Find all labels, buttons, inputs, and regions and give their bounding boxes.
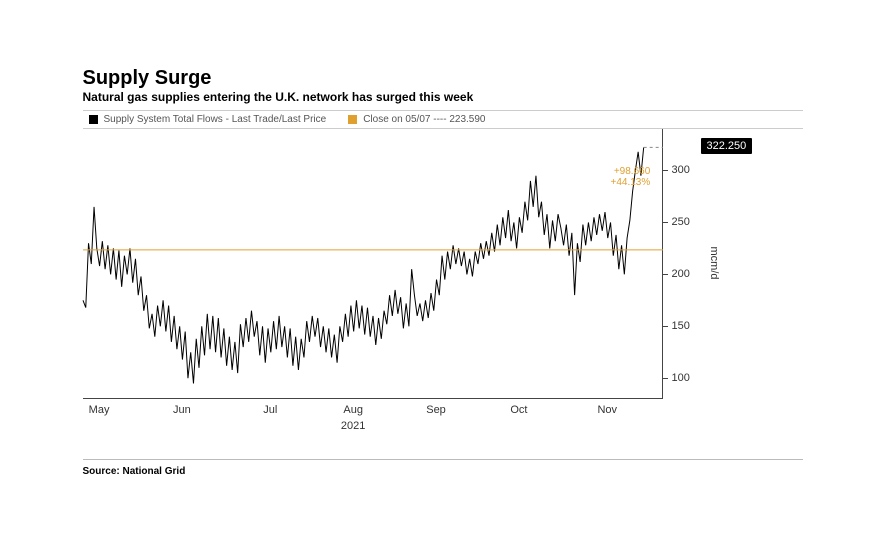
y-tick-label: 100 <box>662 372 690 384</box>
y-axis-label: mcm/d <box>708 247 720 280</box>
plot: 100150200250300 MayJunJulAug2021SepOctNo… <box>83 129 663 399</box>
last-value-callout: 322.250 <box>701 138 753 154</box>
change-callout: +98.660 +44.13% <box>611 166 651 188</box>
x-tick-label: Jul <box>263 398 277 416</box>
x-tick-label: May <box>89 398 110 416</box>
x-tick-label: Oct <box>510 398 527 416</box>
chart-subtitle: Natural gas supplies entering the U.K. n… <box>83 90 803 104</box>
plot-area: 100150200250300 MayJunJulAug2021SepOctNo… <box>83 129 803 399</box>
series-svg <box>83 129 662 398</box>
legend-label-0: Supply System Total Flows - Last Trade/L… <box>104 114 327 125</box>
x-tick-label: Nov <box>597 398 617 416</box>
chart-frame: Supply Surge Natural gas supplies enteri… <box>83 67 803 477</box>
x-tick-label: Jun <box>173 398 191 416</box>
y-tick-label: 300 <box>662 164 690 176</box>
chart-title: Supply Surge <box>83 67 803 90</box>
y-tick-label: 200 <box>662 268 690 280</box>
source-line: Source: National Grid <box>83 459 803 477</box>
x-tick-sublabel: 2021 <box>341 398 365 432</box>
x-tick-label: Sep <box>426 398 446 416</box>
legend-swatch-0 <box>89 115 98 124</box>
legend-swatch-1 <box>348 115 357 124</box>
y-tick-label: 250 <box>662 216 690 228</box>
legend: Supply System Total Flows - Last Trade/L… <box>83 110 803 129</box>
legend-label-1: Close on 05/07 ---- 223.590 <box>363 114 485 125</box>
y-tick-label: 150 <box>662 320 690 332</box>
